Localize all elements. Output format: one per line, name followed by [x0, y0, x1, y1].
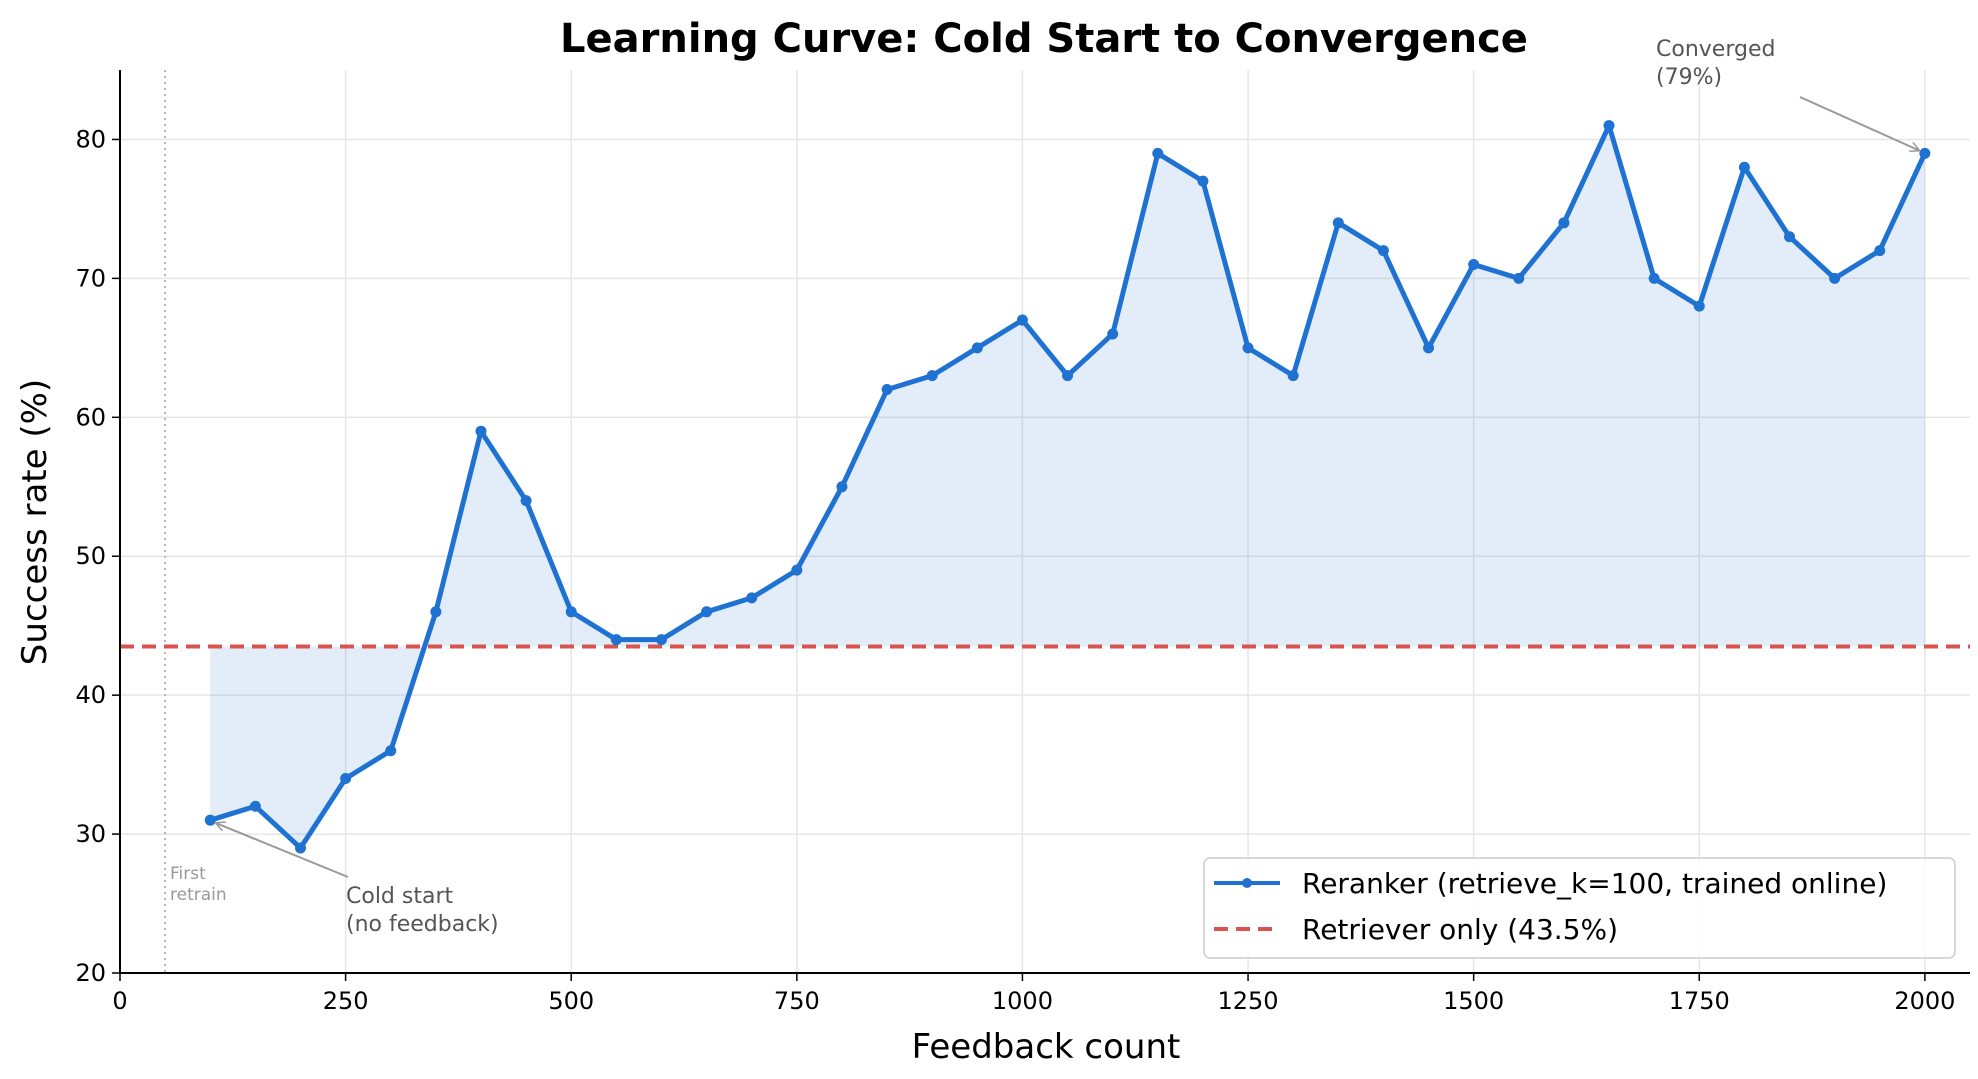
- data-point: [294, 842, 306, 854]
- data-point: [1287, 370, 1299, 382]
- data-point: [1016, 314, 1028, 326]
- data-point: [1603, 120, 1615, 132]
- cold-start-arrow: [216, 823, 349, 878]
- axes: [119, 70, 1970, 974]
- legend-baseline-label: Retriever only (43.5%): [1302, 913, 1618, 946]
- data-point: [385, 745, 397, 757]
- data-point: [791, 564, 803, 576]
- data-point: [1197, 175, 1209, 187]
- y-tick-label: 60: [75, 403, 106, 431]
- data-point: [926, 370, 938, 382]
- fill-between-area: [210, 125, 1925, 848]
- data-point: [340, 773, 352, 785]
- converged-label-line2: (79%): [1656, 65, 1722, 90]
- data-point: [1332, 217, 1344, 229]
- x-axis-label: Feedback count: [912, 1027, 1181, 1067]
- data-point: [881, 384, 893, 396]
- data-point: [1648, 272, 1660, 284]
- data-point: [971, 342, 983, 354]
- data-point: [1468, 258, 1480, 270]
- x-tick-label: 1750: [1669, 987, 1730, 1015]
- data-point: [610, 634, 622, 646]
- data-point: [430, 606, 442, 618]
- cold-start-label-line1: Cold start: [346, 884, 454, 909]
- converged-label-line1: Converged: [1656, 37, 1775, 62]
- cold-start-annotation: Cold start (no feedback): [216, 823, 499, 937]
- x-tick-label: 250: [323, 987, 369, 1015]
- series-group: [204, 120, 1931, 854]
- y-axis-label: Success rate (%): [15, 379, 55, 665]
- data-point: [204, 814, 216, 826]
- first-retrain-label: First retrain: [170, 864, 227, 905]
- y-tick-label: 70: [75, 264, 106, 292]
- first-retrain-label-line2: retrain: [170, 885, 227, 905]
- first-retrain-label-line1: First: [170, 864, 206, 884]
- x-tick-label: 1500: [1443, 987, 1504, 1015]
- data-point: [1152, 147, 1164, 159]
- x-tick-label: 1000: [992, 987, 1053, 1015]
- converged-annotation: Converged (79%): [1656, 37, 1919, 150]
- y-tick-label: 30: [75, 820, 106, 848]
- legend: Reranker (retrieve_k=100, trained online…: [1203, 857, 1956, 959]
- chart-title: Learning Curve: Cold Start to Convergenc…: [560, 16, 1528, 62]
- legend-series-label: Reranker (retrieve_k=100, trained online…: [1302, 867, 1887, 900]
- legend-box: [1203, 857, 1956, 959]
- legend-series-marker: [1242, 878, 1252, 888]
- x-tick-label: 1250: [1218, 987, 1279, 1015]
- data-point: [1874, 245, 1886, 257]
- y-tick-label: 50: [75, 542, 106, 570]
- data-point: [1242, 342, 1254, 354]
- converged-arrow: [1799, 96, 1919, 150]
- data-point: [1919, 147, 1931, 159]
- x-tick-label: 750: [774, 987, 820, 1015]
- data-point: [1513, 272, 1525, 284]
- data-point: [836, 481, 848, 493]
- data-point: [1738, 161, 1750, 173]
- data-point: [1107, 328, 1119, 340]
- data-point: [701, 606, 713, 618]
- data-point: [1558, 217, 1570, 229]
- x-ticks: 0 250 500 750 1000 1250 1500 1750 2000: [112, 973, 1955, 1015]
- data-point: [1784, 231, 1796, 243]
- y-ticks: 20 30 40 50 60 70 80: [75, 125, 120, 987]
- data-point: [655, 634, 667, 646]
- data-point: [1062, 370, 1074, 382]
- data-point: [1423, 342, 1435, 354]
- data-point: [1829, 272, 1841, 284]
- y-tick-label: 20: [75, 959, 106, 987]
- x-tick-label: 2000: [1894, 987, 1955, 1015]
- data-point: [1377, 245, 1389, 257]
- data-point: [565, 606, 577, 618]
- data-point: [746, 592, 758, 604]
- fill-area: [210, 125, 1925, 848]
- data-point: [520, 495, 532, 507]
- y-tick-label: 80: [75, 125, 106, 153]
- y-tick-label: 40: [75, 681, 106, 709]
- data-point: [249, 800, 261, 812]
- x-tick-label: 500: [548, 987, 594, 1015]
- cold-start-label-line2: (no feedback): [346, 912, 499, 937]
- data-point: [1693, 300, 1705, 312]
- data-point: [475, 425, 487, 437]
- x-tick-label: 0: [112, 987, 127, 1015]
